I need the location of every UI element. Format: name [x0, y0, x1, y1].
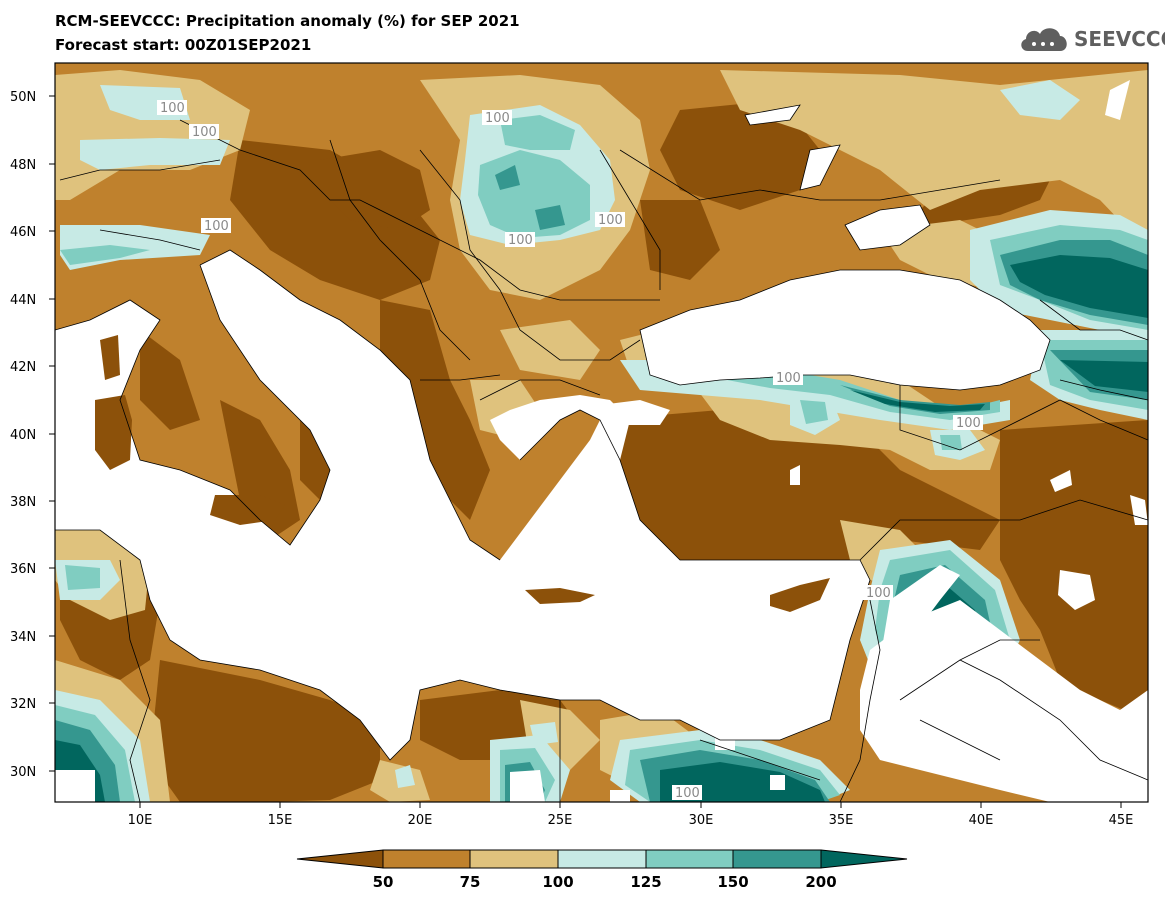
- lat-axis: 50N 48N 46N 44N 42N 40N 38N 36N 34N 32N …: [10, 90, 55, 780]
- colorbar: [296, 849, 908, 869]
- contour-label: 100: [953, 415, 983, 431]
- lat-tick-label: 40N: [10, 428, 36, 443]
- svg-text:100: 100: [956, 416, 981, 431]
- contour-label: 100: [773, 370, 803, 386]
- map-frame: [54, 62, 1149, 803]
- contour-label: 100: [157, 100, 187, 116]
- colorbar-label: 50: [373, 873, 394, 891]
- lat-tick-label: 38N: [10, 495, 36, 510]
- contour-label: 100: [189, 124, 219, 140]
- svg-text:100: 100: [204, 219, 229, 234]
- lat-tick-label: 44N: [10, 293, 36, 308]
- contour-label: 100: [482, 110, 512, 126]
- lat-tick-label: 32N: [10, 697, 36, 712]
- lat-tick-label: 48N: [10, 158, 36, 173]
- lon-tick-label: 35E: [829, 813, 854, 828]
- map-title: RCM-SEEVCCC: Precipitation anomaly (%) f…: [55, 12, 520, 30]
- lon-tick-label: 45E: [1109, 813, 1134, 828]
- lon-tick-label: 25E: [548, 813, 573, 828]
- lon-tick-label: 10E: [128, 813, 153, 828]
- lat-tick-label: 46N: [10, 225, 36, 240]
- anomaly-field: [55, 63, 1148, 802]
- colorbar-segment-50-75: [382, 849, 471, 869]
- colorbar-label: 125: [630, 873, 661, 891]
- contour-label: 100: [595, 212, 625, 228]
- lon-axis: 10E 15E 20E 25E 30E 35E 40E 45E: [128, 802, 1134, 828]
- lat-tick-label: 36N: [10, 562, 36, 577]
- colorbar-segment-lt50: [296, 849, 384, 869]
- colorbar-label: 150: [717, 873, 748, 891]
- lon-tick-label: 20E: [408, 813, 433, 828]
- colorbar-segment-gt200: [820, 849, 908, 869]
- svg-text:100: 100: [160, 101, 185, 116]
- forecast-start: Forecast start: 00Z01SEP2021: [55, 36, 312, 54]
- contour-label: 100: [672, 785, 702, 801]
- contour-label: 100: [505, 232, 535, 248]
- colorbar-segment-100-125: [557, 849, 647, 869]
- contour-label: 100: [201, 218, 231, 234]
- svg-text:100: 100: [598, 213, 623, 228]
- colorbar-label: 200: [805, 873, 836, 891]
- borders: [55, 104, 1148, 802]
- svg-text:100: 100: [776, 371, 801, 386]
- colorbar-labels: 50 75 100 125 150 200: [373, 873, 837, 891]
- cloud-logo-icon: [1021, 28, 1067, 51]
- colorbar-segment-125-150: [645, 849, 734, 869]
- seevccc-logo: SEEVCCC: [1018, 22, 1165, 56]
- svg-text:100: 100: [675, 786, 700, 801]
- svg-text:100: 100: [485, 111, 510, 126]
- colorbar-label: 100: [542, 873, 573, 891]
- logo-text: SEEVCCC: [1074, 27, 1165, 51]
- contour-labels: 100 100 100 100 100 100 100 100 100 100: [157, 100, 983, 801]
- lon-tick-label: 40E: [969, 813, 994, 828]
- svg-text:100: 100: [192, 125, 217, 140]
- lon-tick-label: 30E: [689, 813, 714, 828]
- colorbar-label: 75: [460, 873, 481, 891]
- lat-tick-label: 50N: [10, 90, 36, 105]
- svg-text:100: 100: [508, 233, 533, 248]
- islands: [95, 335, 830, 612]
- lon-tick-label: 15E: [268, 813, 293, 828]
- lat-tick-label: 42N: [10, 360, 36, 375]
- svg-text:100: 100: [866, 586, 891, 601]
- lat-tick-label: 34N: [10, 630, 36, 645]
- colorbar-segment-75-100: [469, 849, 559, 869]
- lat-tick-label: 30N: [10, 765, 36, 780]
- colorbar-segment-150-200: [732, 849, 822, 869]
- contour-label: 100: [863, 585, 893, 601]
